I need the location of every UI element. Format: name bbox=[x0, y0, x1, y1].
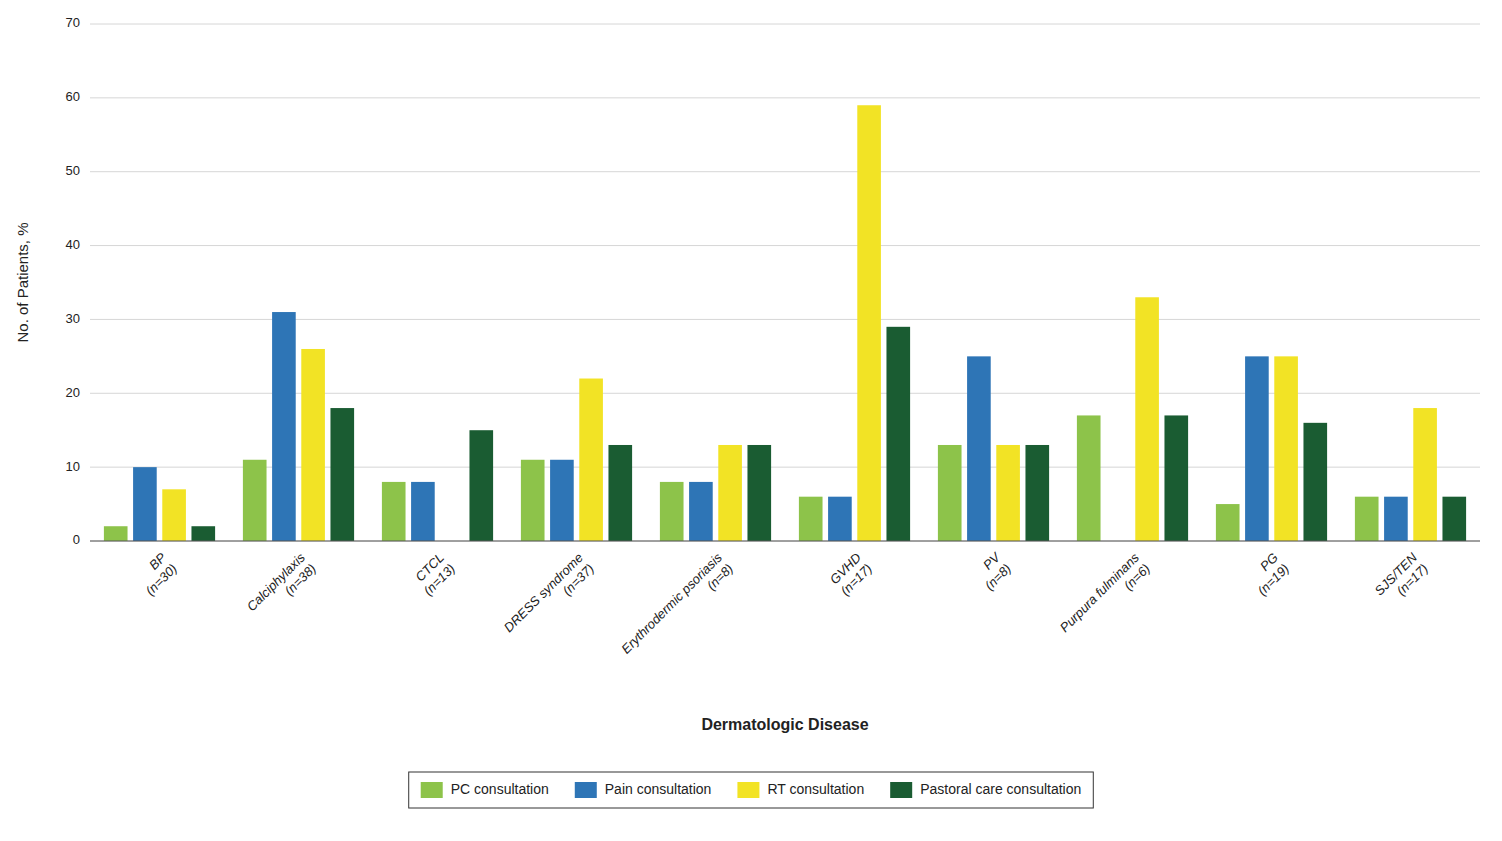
bar bbox=[608, 445, 632, 541]
bar bbox=[1384, 497, 1408, 541]
bar bbox=[243, 460, 267, 541]
y-axis-label: No. of Patients, % bbox=[14, 222, 31, 342]
chart-container: 0 10 20 30 40 50 60 70 BP(n=30) Calciphylaxis(n=3… bbox=[0, 0, 1502, 841]
bar bbox=[886, 327, 910, 541]
y-tick-label: 30 bbox=[66, 311, 80, 326]
y-tick-label: 50 bbox=[66, 163, 80, 178]
legend-label: Pain consultation bbox=[605, 781, 712, 797]
grid-line bbox=[90, 393, 1480, 394]
bar bbox=[1303, 423, 1327, 541]
legend-label: RT consultation bbox=[767, 781, 864, 797]
bar bbox=[718, 445, 742, 541]
bar bbox=[1077, 415, 1101, 541]
grid-line bbox=[90, 467, 1480, 468]
y-tick-label: 70 bbox=[66, 15, 80, 30]
x-axis-label: Dermatologic Disease bbox=[701, 716, 868, 733]
x-tick-label: Purpura fulminans(n=6) bbox=[1057, 550, 1154, 647]
legend: PC consultation Pain consultation RT consu… bbox=[409, 772, 1094, 808]
bar bbox=[1413, 408, 1437, 541]
bar bbox=[1216, 504, 1240, 541]
x-axis-line bbox=[90, 541, 1480, 542]
x-tick-label: DRESS syndrome(n=37) bbox=[501, 550, 597, 646]
bar bbox=[330, 408, 354, 541]
grid-line bbox=[90, 541, 1480, 542]
bar bbox=[1164, 415, 1188, 541]
bar bbox=[689, 482, 713, 541]
x-tick-label: PV(n=8) bbox=[971, 549, 1015, 593]
grid-line bbox=[90, 319, 1480, 320]
legend-item: Pastoral care consultation bbox=[890, 781, 1081, 798]
grid bbox=[90, 24, 1480, 541]
x-tick-label: SJS/TEN(n=17) bbox=[1372, 549, 1432, 609]
y-tick-label: 10 bbox=[66, 459, 80, 474]
legend-item: RT consultation bbox=[737, 781, 864, 798]
grid-line bbox=[90, 171, 1480, 172]
bar bbox=[521, 460, 545, 541]
legend-item: Pain consultation bbox=[575, 781, 712, 798]
y-tick-label: 0 bbox=[73, 532, 80, 547]
x-tick-label: PG(n=19) bbox=[1244, 550, 1292, 598]
y-tick-label: 20 bbox=[66, 385, 80, 400]
bar bbox=[133, 467, 157, 541]
bar bbox=[1355, 497, 1379, 541]
bar bbox=[996, 445, 1020, 541]
legend-swatch bbox=[575, 782, 597, 798]
bars bbox=[104, 105, 1466, 541]
grid-line bbox=[90, 97, 1480, 98]
bar bbox=[191, 526, 215, 541]
bar bbox=[857, 105, 881, 541]
bar bbox=[967, 356, 991, 541]
bar bbox=[579, 379, 603, 541]
legend-label: Pastoral care consultation bbox=[920, 781, 1081, 797]
bar bbox=[828, 497, 852, 541]
legend-frame bbox=[409, 772, 1094, 808]
x-tick-label: CTCL(n=13) bbox=[410, 550, 458, 598]
y-tick-label: 60 bbox=[66, 89, 80, 104]
x-tick-label: Erythrodermic psoriasis(n=8) bbox=[618, 550, 736, 668]
bar bbox=[938, 445, 962, 541]
legend-label: PC consultation bbox=[451, 781, 549, 797]
bar bbox=[550, 460, 574, 541]
bar bbox=[1245, 356, 1269, 541]
bar bbox=[272, 312, 296, 541]
bar bbox=[1135, 297, 1159, 541]
bar bbox=[799, 497, 823, 541]
bar bbox=[411, 482, 435, 541]
y-tick-label: 40 bbox=[66, 237, 80, 252]
legend-item: PC consultation bbox=[421, 781, 549, 798]
x-tick-label: GVHD(n=17) bbox=[827, 550, 875, 598]
legend-swatch bbox=[890, 782, 912, 798]
bar bbox=[747, 445, 771, 541]
chart-svg: 0 10 20 30 40 50 60 70 BP(n=30) Calciphylaxis(n=3… bbox=[0, 0, 1502, 841]
bar bbox=[301, 349, 325, 541]
legend-swatch bbox=[421, 782, 443, 798]
x-tick-label: BP(n=30) bbox=[132, 550, 181, 599]
x-tick-label: Calciphylaxis(n=38) bbox=[244, 550, 320, 626]
bar bbox=[162, 489, 186, 541]
legend-swatch bbox=[737, 782, 759, 798]
bar bbox=[469, 430, 493, 541]
bar bbox=[660, 482, 684, 541]
bar bbox=[1442, 497, 1466, 541]
grid-line bbox=[90, 24, 1480, 25]
bar bbox=[1025, 445, 1049, 541]
bar bbox=[104, 526, 128, 541]
bar bbox=[382, 482, 406, 541]
grid-line bbox=[90, 245, 1480, 246]
bar bbox=[1274, 356, 1298, 541]
